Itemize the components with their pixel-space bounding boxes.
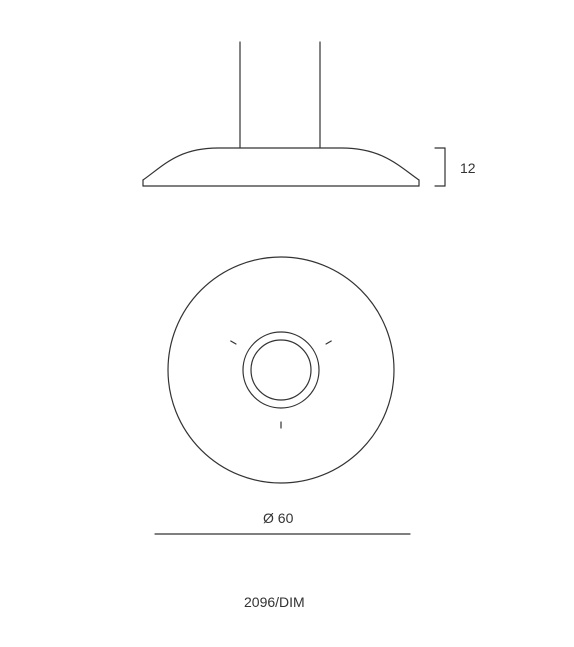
- height-dimension-label: 12: [460, 160, 476, 176]
- diameter-dimension-label: Ø 60: [263, 510, 293, 526]
- model-number-label: 2096/DIM: [244, 594, 305, 610]
- technical-drawing: [0, 0, 574, 642]
